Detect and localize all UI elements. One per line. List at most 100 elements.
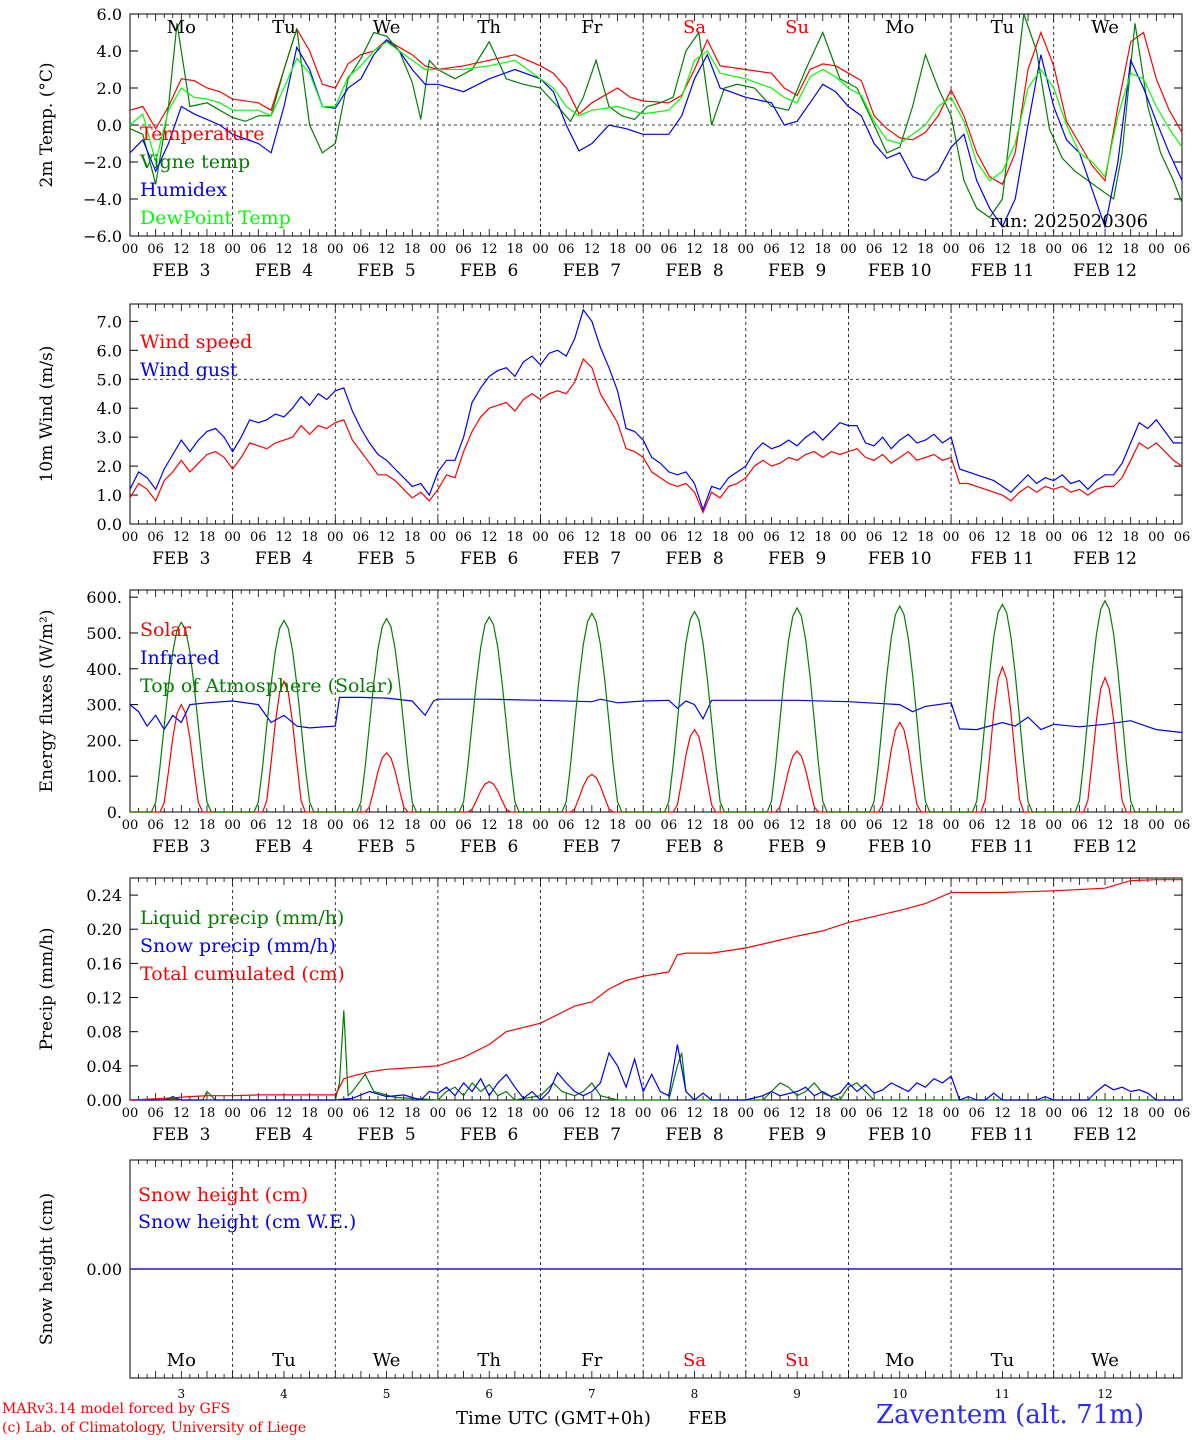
hour-tick-label: 18 [815,242,832,257]
hour-tick-label: 00 [1148,1106,1165,1121]
date-label: FEB 7 [563,837,621,857]
hour-tick-label: 06 [661,242,678,257]
date-label: FEB 6 [460,549,518,569]
hour-tick-label: 06 [763,818,780,833]
hour-tick-label: 12 [1097,1106,1114,1121]
hour-tick-label: 18 [609,1106,626,1121]
hour-tick-label: 18 [815,1106,832,1121]
hour-tick-label: 06 [866,1106,883,1121]
date-label: FEB 5 [357,837,415,857]
day-name-bottom: Su [785,1350,809,1371]
day-number: 6 [485,1387,493,1401]
hour-tick-label: 00 [738,530,755,545]
series-line [130,599,1182,813]
hour-tick-label: 06 [968,242,985,257]
hour-tick-label: 12 [789,818,806,833]
hour-tick-label: 12 [481,818,498,833]
hour-tick-label: 00 [635,818,652,833]
hour-tick-label: 12 [891,530,908,545]
series-line [129,308,1182,512]
hour-tick-label: 12 [994,1106,1011,1121]
hour-tick-label: 06 [763,1106,780,1121]
day-name-top: Mo [885,17,914,38]
hour-tick-label: 18 [301,530,318,545]
hour-tick-label: 18 [917,818,934,833]
hour-tick-label: 06 [353,1106,370,1121]
date-label: FEB 7 [563,549,621,569]
hour-tick-label: 00 [532,1106,549,1121]
hour-tick-label: 12 [789,530,806,545]
hour-tick-label: 18 [1020,530,1037,545]
hour-tick-label: 00 [738,1106,755,1121]
y-tick-label: −2.0 [83,153,122,172]
day-number: 12 [1097,1387,1112,1401]
hour-tick-label: 12 [686,242,703,257]
hour-tick-label: 06 [455,818,472,833]
hour-tick-label: 06 [661,530,678,545]
panel-frame [129,303,1183,525]
hour-tick-label: 06 [968,1106,985,1121]
hour-tick-label: 00 [1148,818,1165,833]
y-tick-label: 0.20 [86,920,122,939]
day-name-bottom: Mo [885,1350,914,1371]
hour-tick-label: 18 [507,242,524,257]
hour-tick-label: 06 [250,242,267,257]
hour-tick-label: 12 [584,1106,601,1121]
hour-tick-label: 00 [430,242,447,257]
hour-tick-label: 00 [224,818,241,833]
hour-tick-label: 18 [712,818,729,833]
date-label: FEB 6 [460,1125,518,1145]
hour-tick-label: 12 [686,1106,703,1121]
hour-tick-label: 00 [635,530,652,545]
hour-tick-label: 06 [1174,818,1191,833]
y-tick-label: 500. [86,624,122,643]
hour-tick-label: 12 [686,818,703,833]
legend-label: Snow precip (mm/h) [140,935,336,957]
hour-tick-label: 12 [789,242,806,257]
y-tick-label: 2.0 [97,457,122,476]
hour-tick-label: 18 [507,1106,524,1121]
hour-tick-label: 06 [558,818,575,833]
date-label: FEB 3 [152,549,210,569]
hour-tick-label: 18 [404,818,421,833]
hour-tick-label: 18 [199,530,216,545]
hour-tick-label: 06 [147,530,164,545]
legend-label: Wind gust [140,359,238,381]
day-name-top: Su [785,17,809,38]
y-tick-label: 6.0 [97,341,122,360]
hour-tick-label: 06 [866,530,883,545]
day-number: 3 [177,1387,185,1401]
hour-tick-label: 06 [866,818,883,833]
date-label: FEB 11 [971,261,1035,281]
hour-tick-label: 06 [558,1106,575,1121]
footer-month: FEB [688,1408,727,1429]
y-tick-label: 300. [86,696,122,715]
y-tick-label: 4.0 [97,42,122,61]
date-label: FEB 8 [665,261,723,281]
hour-tick-label: 18 [917,530,934,545]
run-label: run: 2025020306 [990,211,1148,232]
hour-tick-label: 00 [532,242,549,257]
hour-tick-label: 00 [430,818,447,833]
hour-tick-label: 12 [173,1106,190,1121]
y-tick-label: 6.0 [97,5,122,24]
date-label: FEB 11 [971,1125,1035,1145]
hour-tick-label: 06 [1071,818,1088,833]
y-tick-label: 0.12 [86,989,122,1008]
hour-tick-label: 18 [712,1106,729,1121]
hour-tick-label: 00 [738,242,755,257]
hour-tick-label: 00 [122,1106,139,1121]
day-name-bottom: Mo [167,1350,196,1371]
date-label: FEB 7 [563,1125,621,1145]
hour-tick-label: 00 [327,818,344,833]
hour-tick-label: 00 [327,530,344,545]
hour-tick-label: 18 [199,818,216,833]
hour-tick-label: 06 [1174,242,1191,257]
hour-tick-label: 12 [378,242,395,257]
hour-tick-label: 18 [712,242,729,257]
y-tick-label: 0.0 [97,116,122,135]
date-label: FEB 11 [971,549,1035,569]
hour-tick-label: 12 [276,242,293,257]
date-label: FEB 11 [971,837,1035,857]
